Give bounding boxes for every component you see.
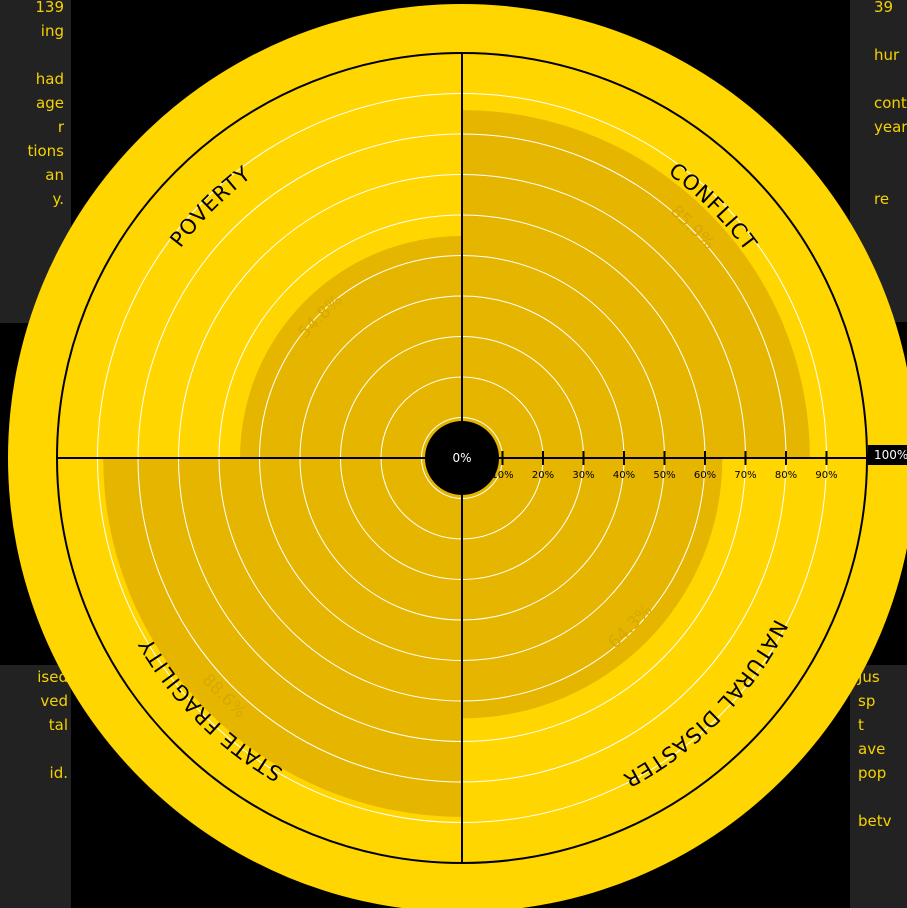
wedge-natural-disaster: [462, 458, 723, 719]
panel-text-line: an: [45, 166, 64, 184]
tick-label: 10%: [491, 470, 513, 481]
tick-label: 20%: [532, 470, 554, 481]
wedge-conflict: [462, 110, 810, 458]
bottom-left-text-panel: ised ved tal id.: [0, 665, 71, 908]
panel-text-line: sp: [858, 692, 876, 710]
panel-text-line: tal: [48, 716, 68, 734]
panel-text-line: t: [858, 716, 864, 734]
panel-text-line: Jus: [858, 668, 880, 686]
panel-text-line: hur: [874, 46, 900, 64]
wedge-poverty: [240, 236, 462, 458]
tick-label: 50%: [653, 470, 675, 481]
tick-label: 70%: [734, 470, 756, 481]
tick-label: 30%: [572, 470, 594, 481]
panel-text-line: ved: [40, 692, 68, 710]
panel-text-line: re: [874, 190, 890, 208]
tick-label: 90%: [815, 470, 837, 481]
panel-text-line: 139: [35, 0, 64, 16]
center-label: 0%: [452, 451, 471, 465]
bottom-right-text-panel: Jus sp t ave pop betv: [850, 665, 907, 908]
panel-text-line: y.: [52, 190, 64, 208]
tick-label: 40%: [613, 470, 635, 481]
panel-text-line: had: [35, 70, 64, 88]
panel-text-line: r: [57, 118, 64, 136]
panel-text-line: betv: [858, 812, 892, 830]
panel-text-line: ing: [40, 22, 64, 40]
panel-text-line: pop: [858, 764, 887, 782]
center-hub: [425, 421, 499, 495]
max-marker: 100%: [868, 445, 907, 465]
panel-text-line: age: [36, 94, 64, 112]
panel-text-line: ised: [37, 668, 68, 686]
top-left-text-panel: 139 ing had age r tions an y.: [0, 0, 71, 323]
panel-text-line: tions: [27, 142, 64, 160]
tick-label: 80%: [775, 470, 797, 481]
tick-label: 60%: [694, 470, 716, 481]
panel-text-line: year: [874, 118, 907, 136]
panel-text-line: cont: [874, 94, 907, 112]
ticks-layer: 10% 20% 30% 40% 50% 60% 70% 80% 90%: [491, 451, 838, 481]
panel-text-line: 39: [874, 0, 894, 16]
max-label-box: [868, 445, 907, 465]
max-label: 100%: [874, 448, 907, 462]
panel-text-line: ave: [858, 740, 886, 758]
panel-text-line: id.: [49, 764, 68, 782]
